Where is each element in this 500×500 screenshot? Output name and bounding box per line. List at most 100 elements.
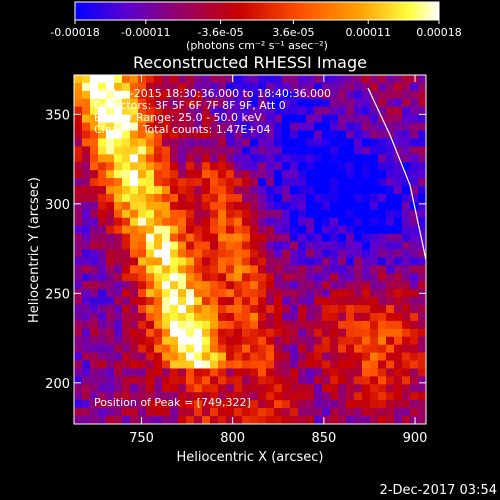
heatmap-cell — [322, 241, 331, 251]
heatmap-cell — [74, 82, 83, 92]
heatmap-cell — [290, 305, 299, 314]
heatmap-cell — [170, 201, 179, 211]
heatmap-cell — [226, 201, 235, 211]
heatmap-cell — [194, 114, 203, 124]
heatmap-cell — [314, 130, 323, 140]
heatmap-cell — [138, 416, 147, 424]
heatmap-cell — [114, 146, 123, 155]
heatmap-cell — [338, 170, 347, 179]
heatmap-cell — [74, 241, 83, 251]
heatmap-cell — [106, 360, 115, 370]
heatmap-cell — [354, 408, 363, 417]
heatmap-cell — [402, 344, 411, 354]
heatmap-cell — [370, 209, 379, 219]
heatmap-cell — [154, 122, 163, 132]
heatmap-cell — [322, 233, 331, 243]
heatmap-cell — [210, 249, 219, 259]
heatmap-cell — [130, 257, 139, 266]
heatmap-cell — [178, 98, 187, 108]
heatmap-cell — [154, 368, 163, 378]
heatmap-cell — [162, 328, 171, 338]
heatmap-cell — [82, 312, 91, 322]
heatmap-cell — [162, 368, 171, 378]
heatmap-cell — [234, 122, 243, 132]
heatmap-cell — [242, 305, 251, 314]
heatmap-cell — [106, 130, 115, 140]
heatmap-cell — [210, 217, 219, 227]
heatmap-cell — [186, 344, 195, 354]
heatmap-cell — [114, 360, 123, 370]
heatmap-cell — [138, 289, 147, 298]
heatmap-cell — [290, 122, 299, 132]
heatmap-cell — [202, 344, 211, 354]
heatmap-cell — [178, 281, 187, 290]
heatmap-cell — [378, 162, 387, 171]
heatmap-cell — [258, 193, 267, 203]
heatmap-cell — [362, 90, 371, 100]
heatmap-cell — [170, 305, 179, 314]
heatmap-cell — [378, 368, 387, 378]
heatmap-cell — [274, 376, 283, 385]
heatmap-cell — [346, 273, 355, 282]
heatmap-cell — [322, 312, 331, 322]
heatmap-cell — [370, 241, 379, 251]
heatmap-cell — [298, 281, 307, 290]
heatmap-cell — [162, 281, 171, 290]
heatmap-cell — [394, 249, 403, 259]
heatmap-cell — [418, 225, 426, 235]
heatmap-cell — [186, 408, 195, 417]
heatmap-cell — [154, 273, 163, 282]
heatmap-cell — [98, 130, 107, 140]
heatmap-cell — [178, 201, 187, 211]
y-tick-label: 300 — [45, 198, 70, 213]
heatmap-cell — [314, 408, 323, 417]
heatmap-cell — [346, 170, 355, 179]
heatmap-cell — [378, 98, 387, 108]
heatmap-cell — [338, 217, 347, 227]
heatmap-cell — [162, 217, 171, 227]
heatmap-cell — [346, 320, 355, 330]
heatmap-cell — [114, 106, 123, 116]
heatmap-cell — [242, 193, 251, 203]
heatmap-cell — [106, 257, 115, 266]
heatmap-cell — [258, 273, 267, 282]
heatmap-cell — [114, 400, 123, 409]
heatmap-cell — [418, 376, 426, 385]
heatmap-cell — [410, 225, 419, 235]
heatmap-cell — [370, 130, 379, 140]
heatmap-cell — [106, 233, 115, 243]
heatmap-cell — [418, 154, 426, 163]
heatmap-cell — [306, 305, 315, 314]
heatmap-cell — [138, 320, 147, 330]
heatmap-cell — [154, 138, 163, 147]
heatmap-cell — [146, 273, 155, 282]
heatmap-cell — [338, 416, 347, 424]
heatmap-cell — [354, 328, 363, 338]
heatmap-cell — [218, 233, 227, 243]
heatmap-cell — [418, 416, 426, 424]
heatmap-cell — [226, 90, 235, 100]
heatmap-cell — [82, 170, 91, 179]
heatmap-cell — [354, 312, 363, 322]
heatmap-cell — [194, 265, 203, 274]
heatmap-cell — [290, 344, 299, 354]
heatmap-cell — [186, 162, 195, 171]
heatmap-cell — [202, 106, 211, 116]
heatmap-cell — [218, 305, 227, 314]
heatmap-cell — [226, 138, 235, 147]
heatmap-cell — [170, 217, 179, 227]
heatmap-cell — [242, 273, 251, 282]
heatmap-cell — [402, 297, 411, 306]
heatmap-cell — [218, 400, 227, 409]
heatmap-cell — [378, 416, 387, 424]
heatmap-cell — [98, 344, 107, 354]
heatmap-cell — [338, 281, 347, 290]
heatmap-cell — [242, 130, 251, 140]
heatmap-cell — [226, 82, 235, 92]
heatmap-cell — [290, 162, 299, 171]
heatmap-cell — [322, 186, 331, 195]
heatmap-cell — [370, 193, 379, 203]
heatmap-cell — [170, 90, 179, 100]
heatmap-cell — [394, 186, 403, 195]
heatmap-cell — [250, 281, 259, 290]
